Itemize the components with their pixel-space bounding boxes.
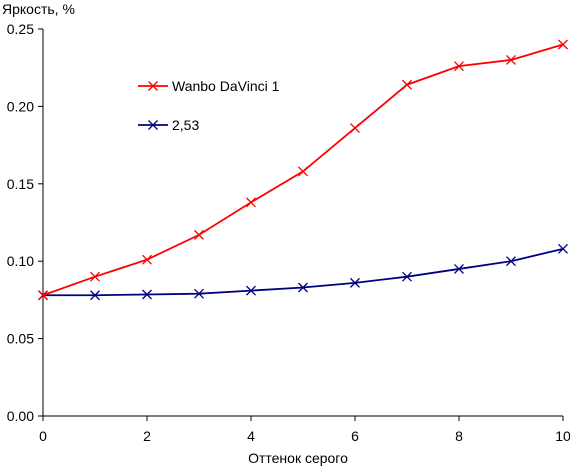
data-point <box>558 39 568 50</box>
data-point <box>402 79 412 90</box>
series-1 <box>38 243 568 301</box>
data-point <box>142 289 152 300</box>
x-tick-label: 10 <box>555 428 570 444</box>
data-point <box>38 290 48 301</box>
data-point <box>402 271 412 282</box>
y-tick-label: 0.00 <box>7 408 34 424</box>
legend-entry-1: 2,53 <box>138 117 199 133</box>
x-tick-label: 2 <box>143 428 151 444</box>
legend-label: Wanbo DaVinci 1 <box>172 78 280 94</box>
data-point <box>298 282 308 293</box>
y-tick-label: 0.25 <box>7 21 34 37</box>
legend-marker <box>148 81 158 91</box>
legend-label: 2,53 <box>172 117 199 133</box>
data-point <box>506 256 516 267</box>
y-axis-title: Яркость, % <box>2 1 75 17</box>
data-point <box>194 229 204 240</box>
data-point <box>558 243 568 254</box>
data-point <box>506 55 516 65</box>
x-axis-title: Оттенок серого <box>248 450 348 466</box>
data-point <box>454 61 464 72</box>
data-point <box>350 123 360 134</box>
data-point <box>350 277 360 288</box>
legend-marker <box>148 120 158 130</box>
y-tick-label: 0.10 <box>7 253 34 269</box>
data-point <box>90 271 100 282</box>
data-point <box>142 254 152 265</box>
data-point <box>298 166 308 177</box>
data-point <box>246 285 256 296</box>
series-0 <box>38 39 568 301</box>
legend-entry-0: Wanbo DaVinci 1 <box>138 78 280 94</box>
data-point <box>454 263 464 274</box>
x-tick-label: 4 <box>247 428 255 444</box>
data-point <box>246 197 256 208</box>
series-line-0 <box>42 43 564 297</box>
data-point <box>194 288 204 299</box>
y-tick-label: 0.15 <box>7 176 34 192</box>
x-tick-label: 8 <box>455 428 463 444</box>
x-tick-label: 6 <box>351 428 359 444</box>
y-tick-label: 0.05 <box>7 331 34 347</box>
y-tick-label: 0.20 <box>7 98 34 114</box>
x-tick-label: 0 <box>39 428 47 444</box>
data-point <box>90 290 100 301</box>
